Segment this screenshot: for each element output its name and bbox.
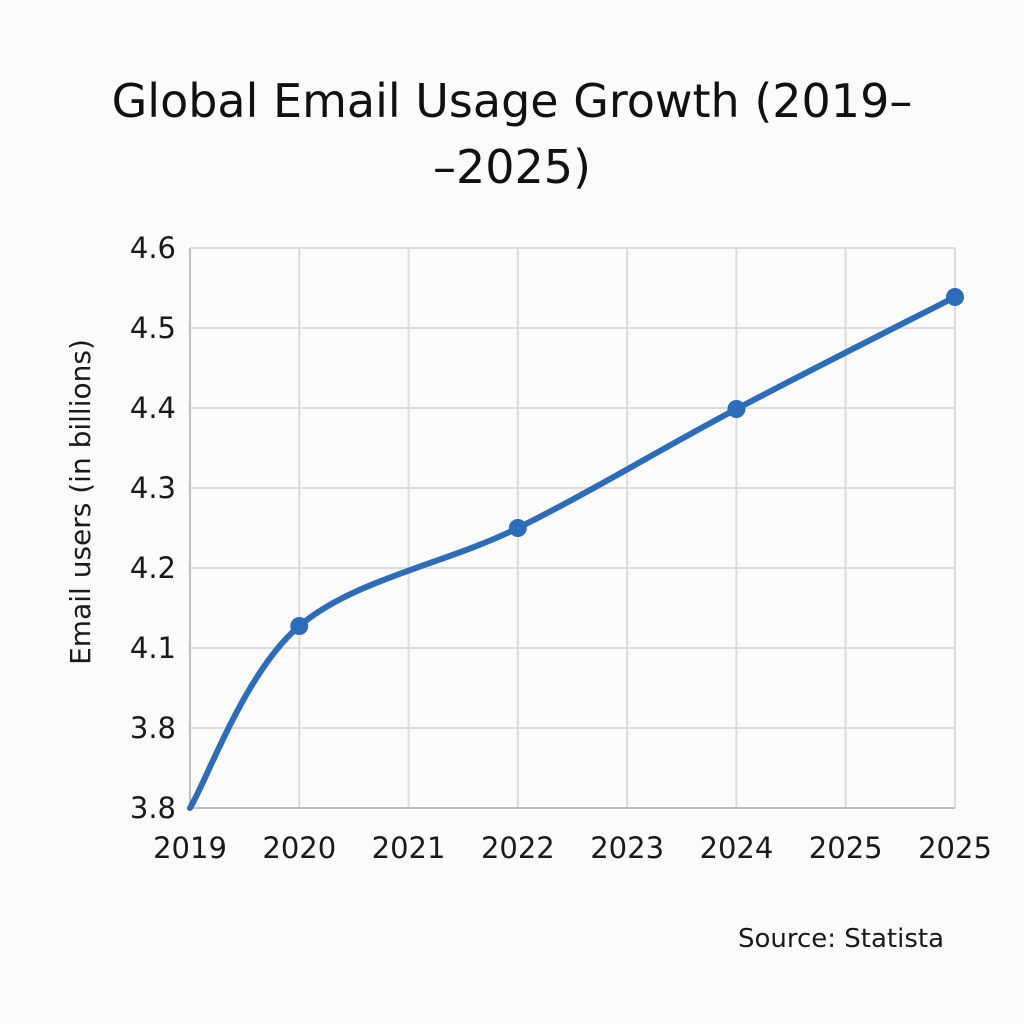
y-tick-labels: 3.8 3.8 4.1 4.2 4.3 4.4 4.5 4.6 xyxy=(130,231,176,825)
y-tick-label: 4.4 xyxy=(130,391,176,425)
y-tick-label: 3.8 xyxy=(130,711,176,745)
grid-lines xyxy=(190,247,956,808)
y-tick-label: 4.1 xyxy=(130,631,176,665)
data-point xyxy=(727,400,746,418)
y-axis-label: Email users (in billions) xyxy=(64,339,97,665)
x-tick-label: 2021 xyxy=(372,831,446,865)
data-point xyxy=(508,519,527,537)
data-point xyxy=(290,617,309,635)
y-tick-label: 4.3 xyxy=(130,471,176,505)
x-tick-label: 2024 xyxy=(700,831,774,865)
series-line xyxy=(187,294,958,811)
x-tick-label: 2025 xyxy=(809,831,883,865)
x-tick-labels: 2019 2020 2021 2022 2023 2024 2025 2025 xyxy=(153,831,992,865)
x-tick-label: 2025 xyxy=(918,831,992,865)
y-tick-label: 4.5 xyxy=(130,311,176,345)
source-note: Source: Statista xyxy=(737,924,944,954)
chart-title: Global Email Usage Growth (2019– –2025) xyxy=(60,68,964,200)
chart-title-line-2: –2025) xyxy=(432,140,591,194)
y-tick-label: 4.2 xyxy=(130,551,176,585)
data-point xyxy=(946,288,964,306)
data-series xyxy=(187,288,964,811)
chart-title-line-1: Global Email Usage Growth (2019– xyxy=(111,74,913,128)
x-tick-label: 2022 xyxy=(481,831,555,865)
y-tick-label: 4.6 xyxy=(130,231,176,265)
x-tick-label: 2020 xyxy=(262,831,336,865)
x-tick-label: 2019 xyxy=(153,831,227,865)
axes xyxy=(189,248,955,809)
x-tick-label: 2023 xyxy=(590,831,664,865)
y-tick-label: 3.8 xyxy=(130,791,176,825)
